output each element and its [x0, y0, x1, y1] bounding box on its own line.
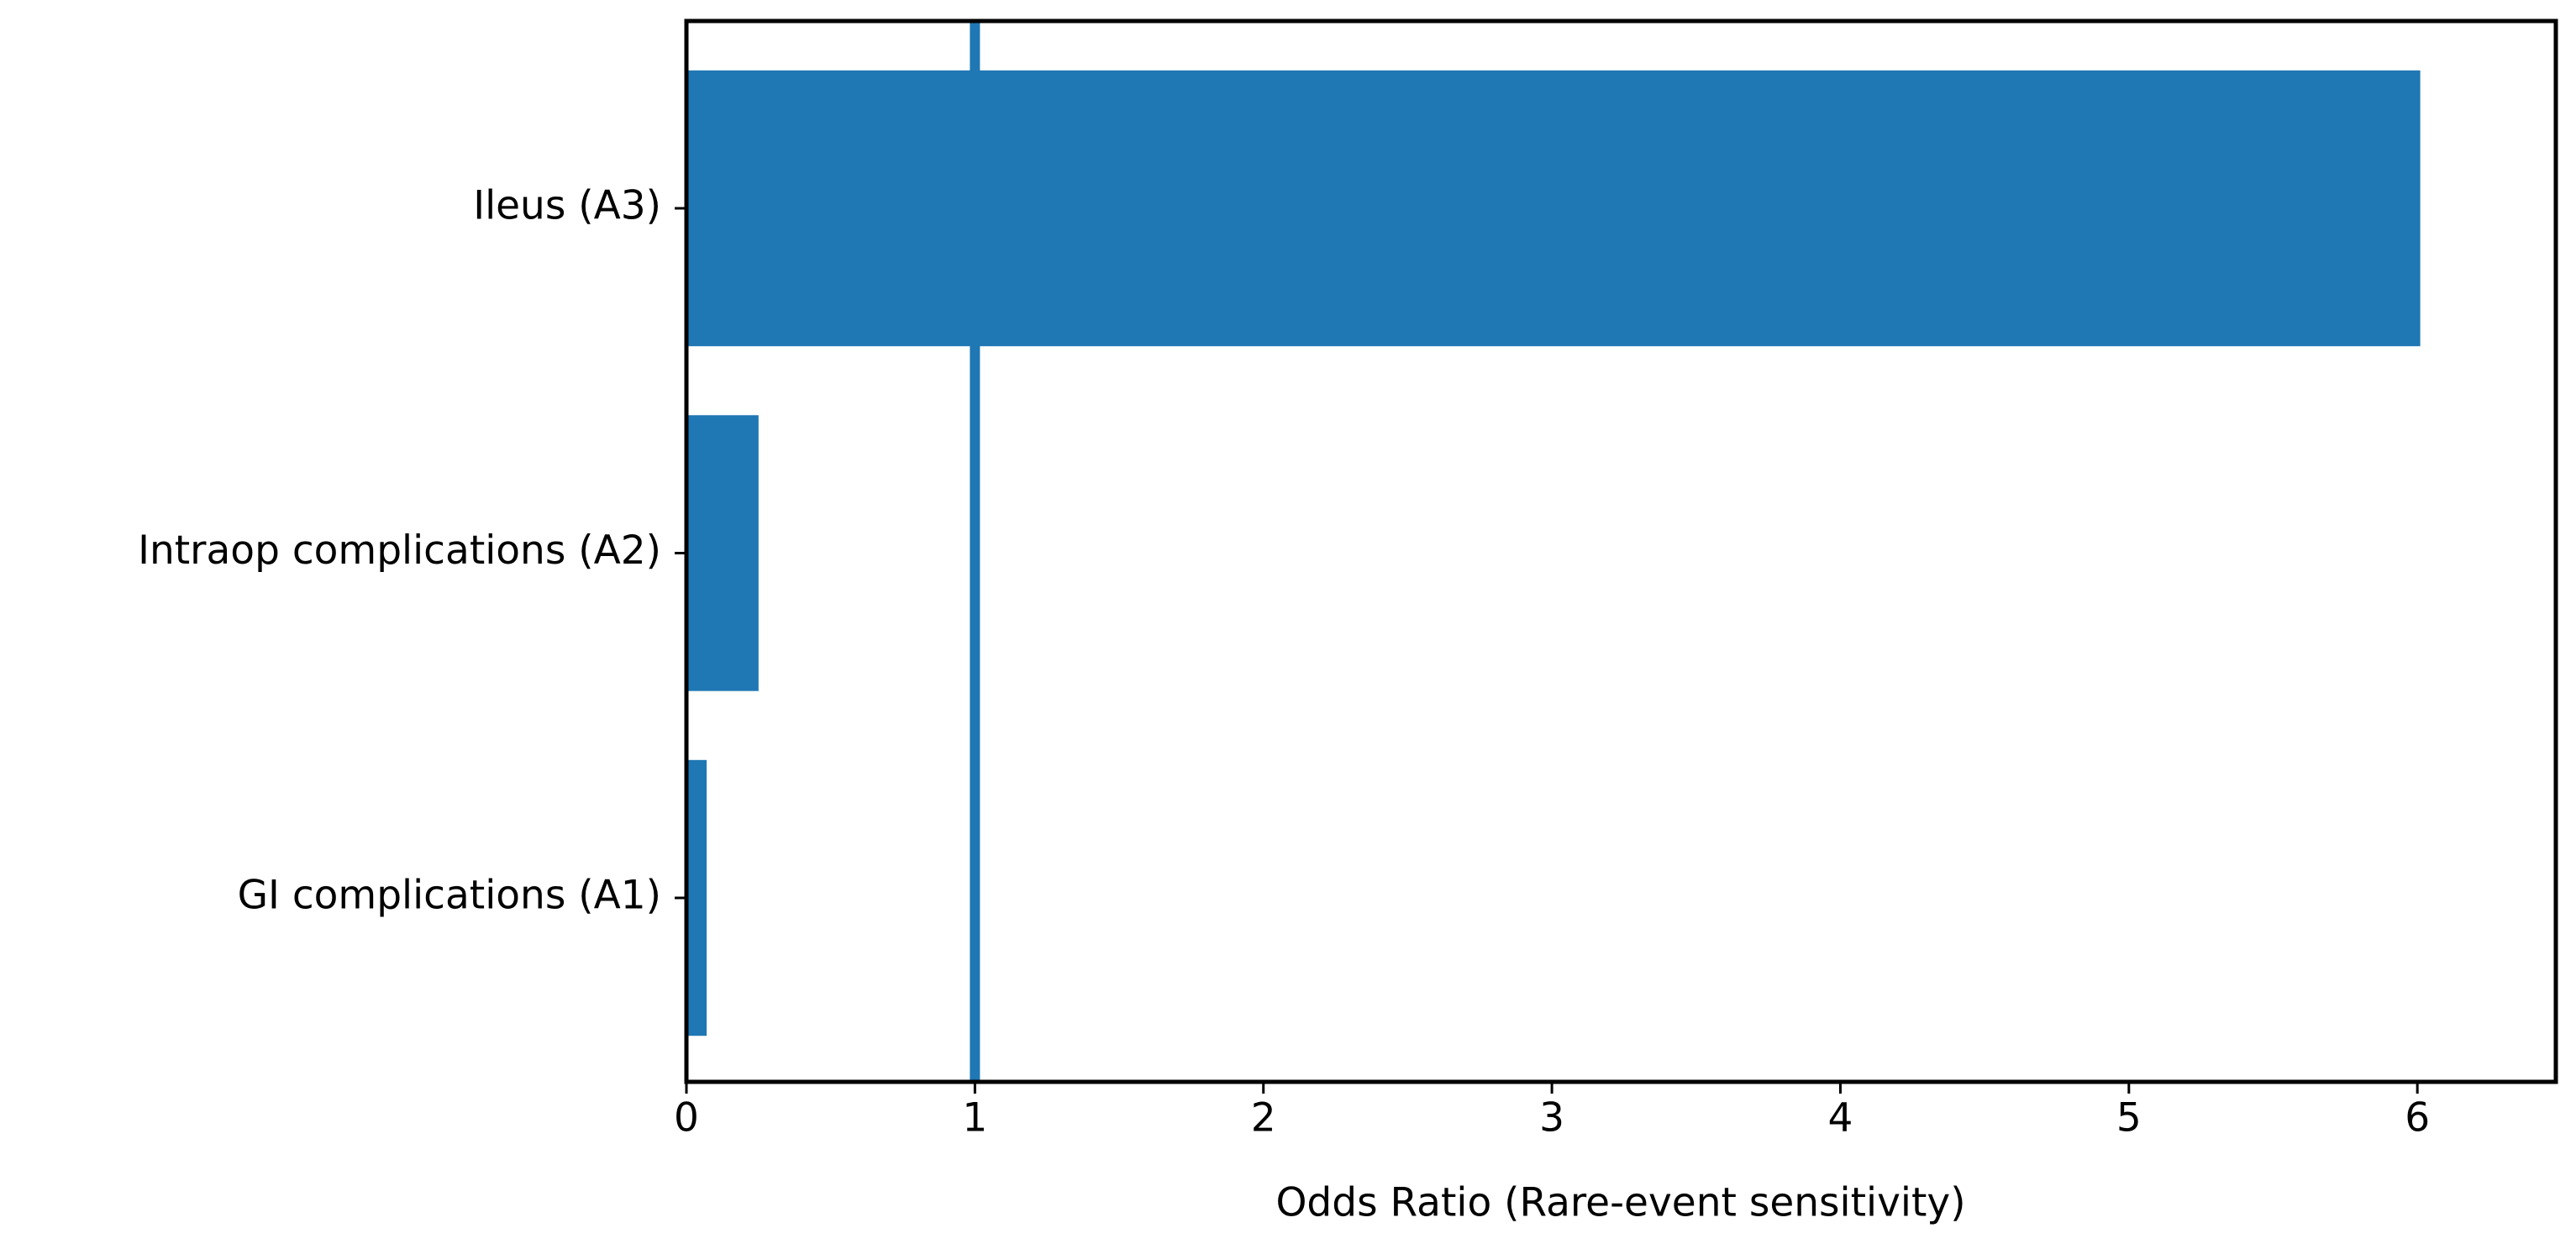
- x-tick-label: 1: [962, 1095, 987, 1141]
- x-tick-label: 5: [2116, 1095, 2142, 1141]
- x-tick-label: 2: [1251, 1095, 1276, 1141]
- x-tick-label: 0: [674, 1095, 699, 1141]
- x-tick-label: 6: [2405, 1095, 2430, 1141]
- bar: [686, 415, 759, 691]
- bar: [686, 759, 707, 1036]
- y-tick-label: Intraop complications (A2): [138, 527, 661, 574]
- x-axis-label: Odds Ratio (Rare-event sensitivity): [1275, 1180, 1965, 1226]
- x-tick-label: 3: [1539, 1095, 1564, 1141]
- y-tick-label: GI complications (A1): [238, 873, 661, 919]
- y-tick-label: Ileus (A3): [473, 183, 661, 229]
- plot-frame: [684, 18, 2558, 1084]
- bar: [686, 70, 2421, 347]
- x-tick-label: 4: [1828, 1095, 1853, 1141]
